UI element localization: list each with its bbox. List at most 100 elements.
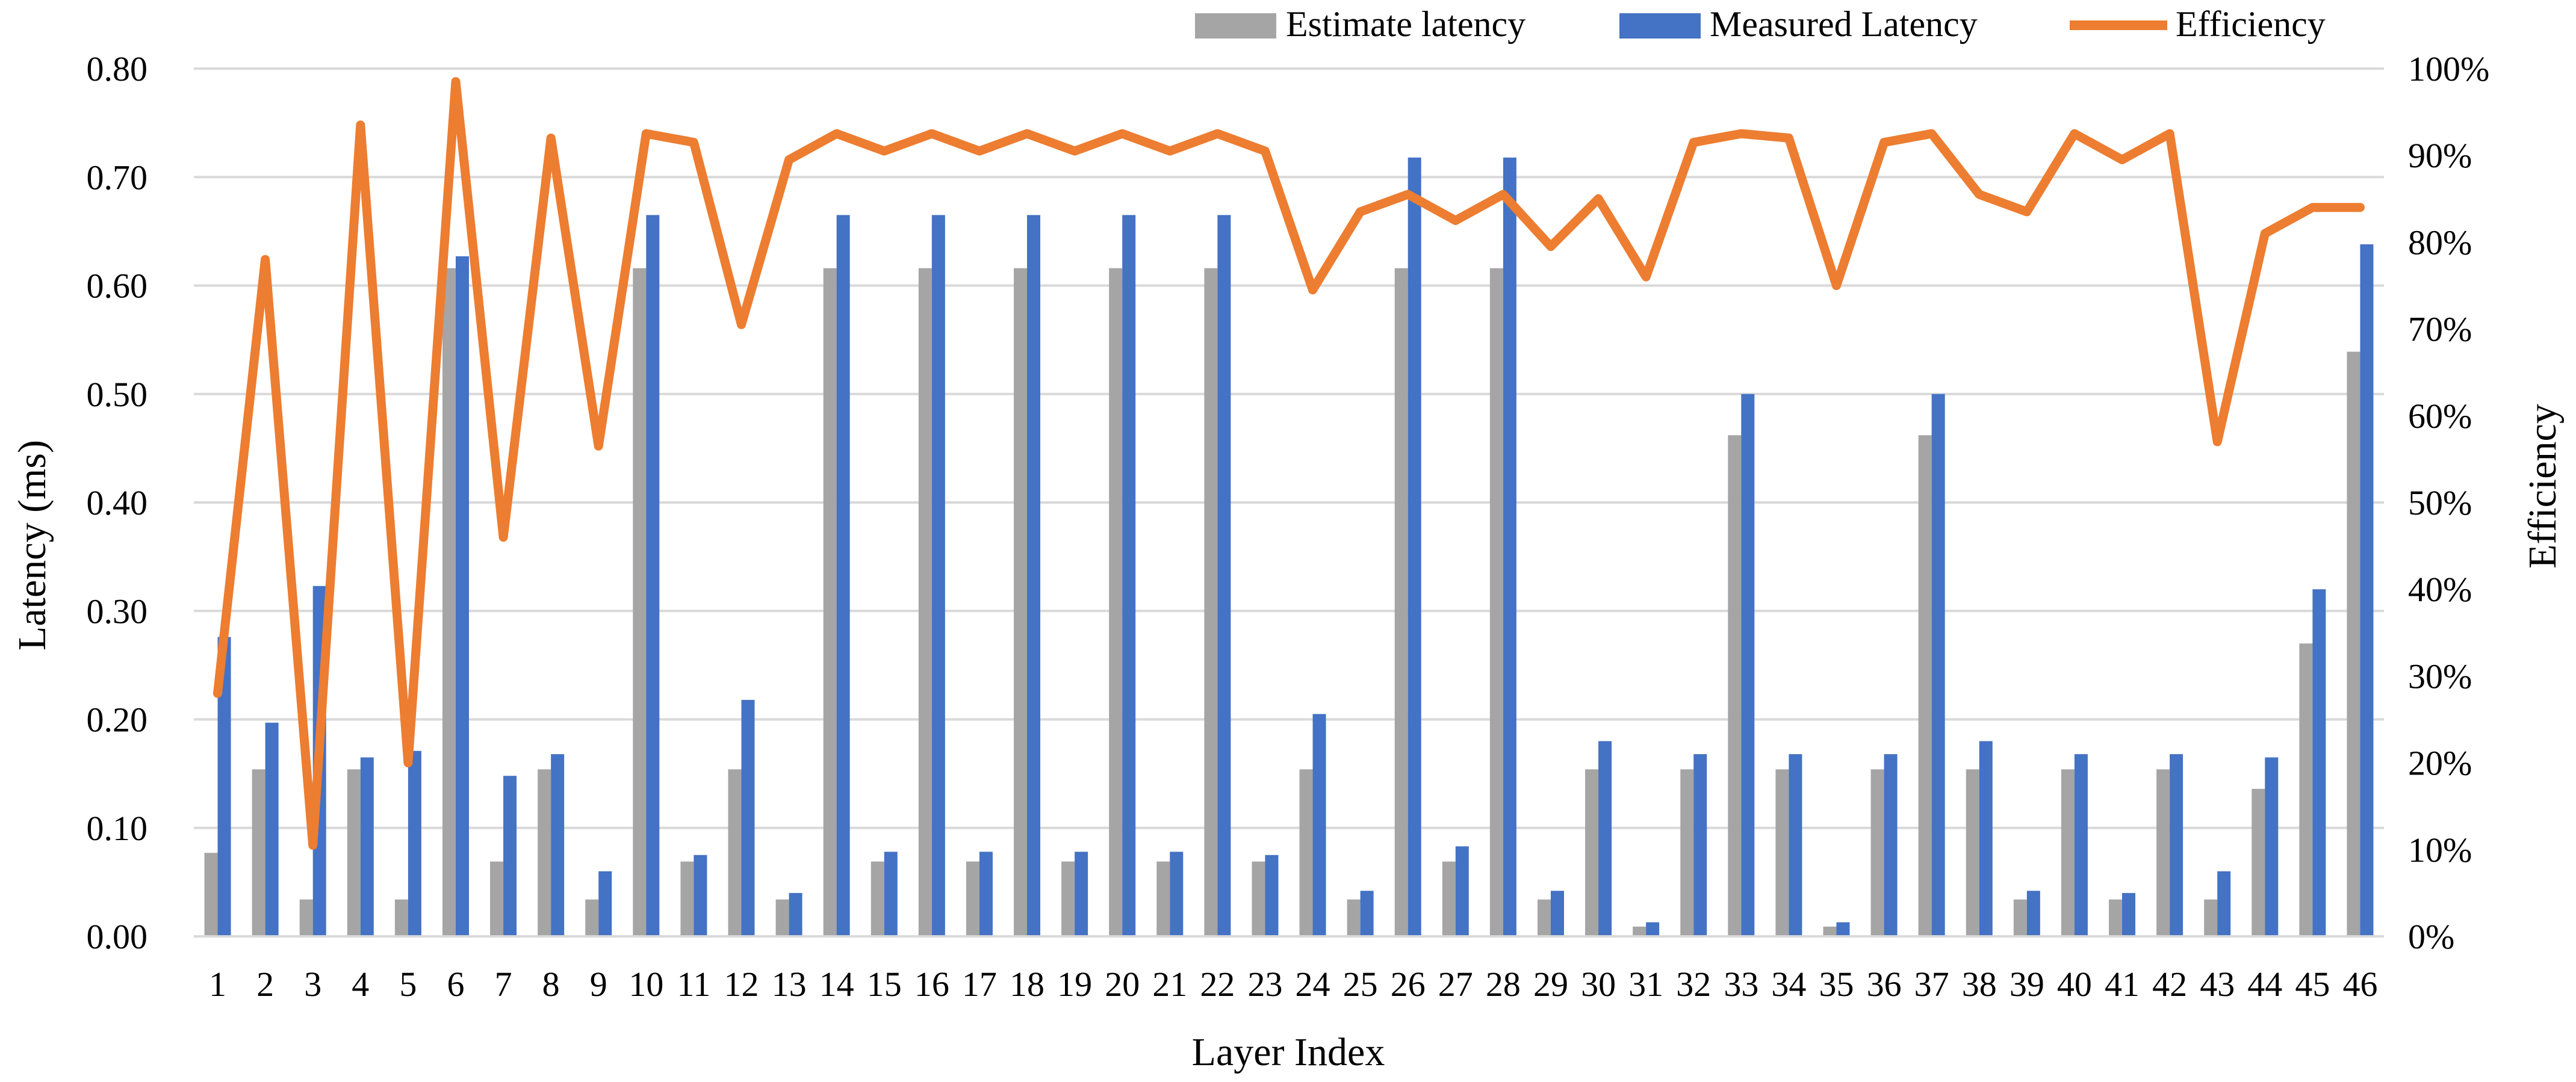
x-tick-label: 22	[1200, 965, 1235, 1004]
bar-estimate-latency	[1014, 268, 1028, 936]
x-tick-label: 23	[1247, 965, 1282, 1004]
y2-tick-label: 40%	[2408, 570, 2472, 609]
y-tick-label: 0.80	[87, 49, 148, 88]
bar-measured-latency	[741, 700, 755, 936]
bar-measured-latency	[217, 637, 231, 936]
x-tick-label: 33	[1724, 965, 1758, 1004]
x-tick-label: 21	[1152, 965, 1187, 1004]
bar-measured-latency	[931, 215, 945, 936]
bar-measured-latency	[455, 256, 469, 936]
bar-estimate-latency	[2299, 643, 2313, 936]
bar-estimate-latency	[871, 861, 884, 936]
x-tick-label: 7	[495, 965, 512, 1004]
efficiency-line-group	[213, 77, 2365, 850]
bar-estimate-latency	[633, 268, 647, 936]
y2-axis-title: Efficiency	[2521, 404, 2565, 569]
x-tick-label: 28	[1486, 965, 1521, 1004]
bar-estimate-latency	[2061, 769, 2075, 936]
bar-estimate-latency	[585, 899, 599, 936]
bar-estimate-latency	[2109, 899, 2123, 936]
bar-measured-latency	[2170, 754, 2183, 936]
tick-labels: 0.00 0.10 0.20 0.30 0.40 0.50 0.60 0.70 0.80 0% 10…	[87, 49, 2490, 1004]
bar-measured-latency	[1265, 855, 1279, 936]
bar-measured-latency	[1027, 215, 1041, 936]
bar-measured-latency	[694, 855, 707, 936]
x-tick-label: 8	[542, 965, 560, 1004]
y-tick-label: 0.70	[87, 158, 148, 197]
bar-estimate-latency	[1537, 899, 1551, 936]
bar-estimate-latency	[490, 861, 504, 936]
legend-swatch-measured	[1619, 13, 1701, 39]
bar-estimate-latency	[2204, 899, 2218, 936]
bar-estimate-latency	[680, 861, 694, 936]
bar-estimate-latency	[1728, 435, 1742, 936]
bar-estimate-latency	[1966, 769, 1979, 936]
bar-estimate-latency	[1109, 268, 1123, 936]
x-tick-label: 24	[1296, 965, 1330, 1004]
bar-measured-latency	[503, 776, 517, 936]
bar-estimate-latency	[823, 268, 837, 936]
bar-estimate-latency	[2347, 351, 2360, 936]
x-tick-label: 6	[447, 965, 464, 1004]
bar-measured-latency	[646, 215, 660, 936]
bar-measured-latency	[1646, 922, 1660, 936]
x-tick-label: 16	[914, 965, 949, 1004]
y-tick-label: 0.20	[87, 700, 148, 740]
y2-tick-label: 30%	[2408, 657, 2472, 696]
bar-measured-latency	[1122, 215, 1136, 936]
bar-measured-latency	[1598, 741, 1612, 936]
bar-estimate-latency	[1489, 268, 1503, 936]
x-tick-label: 40	[2057, 965, 2092, 1004]
bar-estimate-latency	[204, 853, 218, 936]
bar-estimate-latency	[299, 899, 313, 936]
y-tick-label: 0.10	[87, 809, 148, 848]
x-tick-label: 38	[1962, 965, 1997, 1004]
bars	[204, 157, 2374, 937]
x-tick-label: 44	[2247, 965, 2282, 1004]
bar-estimate-latency	[775, 899, 789, 936]
bar-measured-latency	[1360, 891, 1374, 936]
bar-measured-latency	[1455, 846, 1469, 936]
bar-measured-latency	[1931, 394, 1945, 936]
legend: Estimate latency Measured Latency Effici…	[1195, 4, 2326, 44]
bar-measured-latency	[884, 852, 898, 936]
x-tick-label: 32	[1676, 965, 1711, 1004]
bar-estimate-latency	[2156, 769, 2170, 936]
x-tick-label: 18	[1010, 965, 1044, 1004]
y2-tick-label: 60%	[2408, 397, 2472, 436]
x-tick-label: 41	[2105, 965, 2140, 1004]
y2-tick-label: 90%	[2408, 136, 2472, 175]
x-tick-label: 45	[2295, 965, 2330, 1004]
legend-label-measured: Measured Latency	[1710, 4, 1978, 44]
x-tick-label: 37	[1914, 965, 1949, 1004]
x-tick-label: 5	[399, 965, 417, 1004]
bar-estimate-latency	[538, 769, 551, 936]
bar-estimate-latency	[1633, 926, 1646, 936]
bar-measured-latency	[2312, 589, 2326, 936]
x-tick-label: 29	[1533, 965, 1568, 1004]
bar-estimate-latency	[1442, 861, 1456, 936]
bar-estimate-latency	[1061, 861, 1075, 936]
bar-estimate-latency	[442, 268, 456, 936]
x-tick-label: 10	[628, 965, 663, 1004]
bar-measured-latency	[2360, 244, 2374, 936]
bar-measured-latency	[1836, 922, 1850, 936]
x-tick-label: 9	[590, 965, 607, 1004]
y-tick-label: 0.50	[87, 375, 148, 414]
bar-measured-latency	[1884, 754, 1898, 936]
x-tick-label: 15	[867, 965, 902, 1004]
x-tick-label: 20	[1105, 965, 1140, 1004]
bar-measured-latency	[1693, 754, 1707, 936]
x-tick-label: 17	[962, 965, 997, 1004]
x-tick-label: 36	[1867, 965, 1902, 1004]
bar-estimate-latency	[966, 861, 979, 936]
bar-measured-latency	[1407, 157, 1421, 937]
y-tick-label: 0.00	[87, 917, 148, 956]
y2-tick-label: 20%	[2408, 744, 2472, 783]
x-tick-label: 1	[209, 965, 226, 1004]
bar-measured-latency	[789, 892, 802, 936]
bar-measured-latency	[2265, 757, 2279, 936]
y-tick-label: 0.40	[87, 483, 148, 522]
bar-measured-latency	[1789, 754, 1802, 936]
